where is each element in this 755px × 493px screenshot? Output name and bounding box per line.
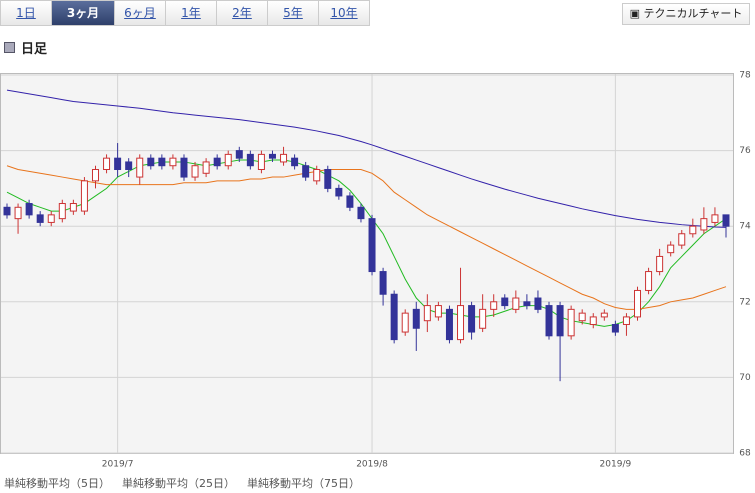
candle-body: [224, 153, 232, 167]
candle-body: [390, 293, 398, 341]
candle-body: [69, 203, 77, 212]
moving-average-line: [6, 159, 727, 327]
y-tick-label: 76: [739, 146, 751, 156]
x-tick-label: 2019/9: [600, 460, 632, 470]
candle-body: [545, 305, 553, 337]
candle-body: [611, 323, 619, 333]
candle-body: [136, 157, 144, 178]
heading-text: 日足: [21, 42, 48, 57]
candle-body: [722, 214, 730, 227]
legend-entry: 単純移動平均（5日）: [4, 476, 110, 490]
candle-body: [567, 308, 575, 337]
candle-body: [479, 308, 487, 329]
candle-body: [147, 157, 155, 167]
candle-body: [379, 271, 387, 295]
candle-body: [114, 157, 122, 171]
candle-body: [246, 153, 254, 167]
candle-body: [202, 161, 210, 174]
x-tick-label: 2019/7: [102, 460, 134, 470]
period-tabs: 1日 3ヶ月 6ヶ月 1年 2年 5年 10年: [0, 0, 370, 26]
candle-body: [678, 233, 686, 246]
candle-body: [36, 214, 44, 223]
candle-body: [357, 206, 365, 220]
candle-body: [711, 214, 719, 223]
candle-body: [346, 195, 354, 208]
candle-body: [80, 180, 88, 212]
candle-body: [213, 157, 221, 167]
period-tab[interactable]: 5年: [267, 0, 319, 26]
candle-body: [423, 305, 431, 322]
y-tick-label: 70: [739, 373, 751, 383]
candle-body: [302, 165, 310, 178]
moving-average-line: [6, 165, 727, 310]
candle-body: [689, 225, 697, 235]
candle-body: [457, 305, 465, 341]
candle-body: [313, 169, 321, 182]
legend-entry: 単純移動平均（75日）: [247, 476, 360, 490]
heading: 日足: [4, 38, 47, 57]
period-tab[interactable]: 10年: [318, 0, 370, 26]
technical-chart-button[interactable]: ▣ テクニカルチャート: [622, 3, 750, 25]
y-tick-label: 78: [739, 71, 751, 81]
legend-entry: 単純移動平均（25日）: [122, 476, 235, 490]
candle-body: [125, 161, 133, 171]
candle-body: [490, 301, 498, 310]
period-tab[interactable]: 6ヶ月: [114, 0, 166, 26]
candle-body: [25, 203, 33, 216]
candle-body: [534, 297, 542, 310]
candle-body: [58, 203, 66, 220]
candle-body: [268, 153, 276, 159]
candle-body: [667, 244, 675, 254]
candle-body: [700, 218, 708, 231]
candle-body: [578, 312, 586, 322]
y-tick-label: 68: [739, 449, 751, 459]
candle-body: [158, 157, 166, 167]
button-label[interactable]: テクニカルチャート: [643, 7, 743, 20]
moving-average-line: [6, 89, 727, 228]
period-tab[interactable]: 3ヶ月: [51, 0, 115, 26]
period-tab[interactable]: 1年: [165, 0, 217, 26]
candle-body: [589, 316, 597, 325]
candle-body: [468, 305, 476, 333]
candle-body: [512, 297, 520, 310]
candle-body: [523, 301, 531, 307]
y-tick-label: 74: [739, 222, 751, 232]
candle-body: [434, 305, 442, 318]
candle-body: [401, 312, 409, 333]
x-tick-label: 2019/8: [356, 460, 388, 470]
candle-body: [634, 289, 642, 318]
candle-body: [191, 165, 199, 178]
candle-body: [14, 206, 22, 220]
period-tab[interactable]: 2年: [216, 0, 268, 26]
candle-body: [445, 308, 453, 341]
candle-body: [622, 316, 630, 325]
candle-body: [556, 305, 564, 337]
candle-body: [412, 308, 420, 329]
candle-body: [291, 157, 299, 167]
candle-body: [324, 169, 332, 189]
candle-body: [501, 297, 509, 307]
candle-body: [368, 218, 376, 273]
candle-body: [169, 157, 177, 167]
candle-body: [335, 187, 343, 197]
candle-body: [600, 312, 608, 318]
candle-body: [645, 271, 653, 291]
candle-body: [180, 157, 188, 178]
candle-body: [47, 214, 55, 223]
candle-body: [235, 150, 243, 159]
candle-body: [3, 206, 11, 216]
candle-body: [280, 153, 288, 163]
candle-body: [91, 169, 99, 182]
period-tab[interactable]: 1日: [0, 0, 52, 26]
candle-body: [257, 153, 265, 171]
candle-body: [656, 255, 664, 273]
candle-body: [103, 157, 111, 171]
y-tick-label: 72: [739, 297, 750, 307]
plot-area: [0, 73, 734, 454]
